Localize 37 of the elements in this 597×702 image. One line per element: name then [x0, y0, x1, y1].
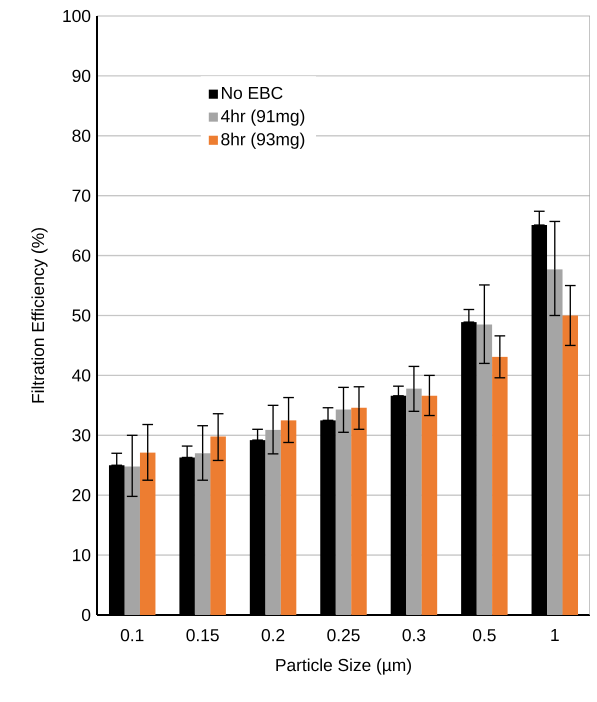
bar: [492, 356, 508, 615]
x-tick-label: 0.1: [120, 629, 144, 642]
x-tick-label: 0.15: [186, 629, 219, 642]
y-tick-label: 0: [82, 608, 90, 622]
y-tick-label: 50: [72, 309, 90, 322]
legend-label: 8hr (93mg): [221, 132, 304, 149]
y-tick-label: 20: [72, 489, 90, 502]
y-tick-label: 60: [72, 249, 90, 262]
y-tick-label: 100: [63, 10, 90, 22]
bar: [194, 453, 210, 615]
y-tick-label: 30: [72, 429, 90, 442]
x-tick-label: 0.3: [402, 629, 426, 642]
bar: [124, 466, 140, 615]
y-tick-label: 80: [72, 130, 90, 142]
bar: [476, 324, 492, 615]
x-tick-label: 0.2: [262, 629, 284, 642]
y-tick-label: 90: [72, 70, 90, 82]
x-axis-title: Particle Size (µm): [276, 658, 411, 675]
legend-label: No EBC: [222, 86, 283, 100]
y-tick-label: 70: [72, 190, 90, 202]
bar: [562, 315, 578, 615]
bar: [422, 396, 438, 615]
bar: [351, 408, 367, 615]
bar: [280, 420, 296, 615]
y-axis-title: Filtration Efficiency (%): [31, 228, 48, 403]
legend-label: 4hr (91mg): [220, 110, 304, 126]
bar: [406, 388, 422, 615]
bar: [265, 430, 281, 615]
bar: [140, 452, 156, 615]
y-tick-label: 40: [72, 369, 90, 382]
bar: [210, 436, 226, 615]
x-tick-label: 0.25: [327, 629, 360, 642]
x-tick-label: 1: [551, 629, 559, 641]
bar: [547, 269, 563, 615]
x-tick-label: 0.5: [472, 629, 496, 642]
y-tick-label: 10: [72, 548, 90, 562]
bar: [336, 410, 352, 615]
